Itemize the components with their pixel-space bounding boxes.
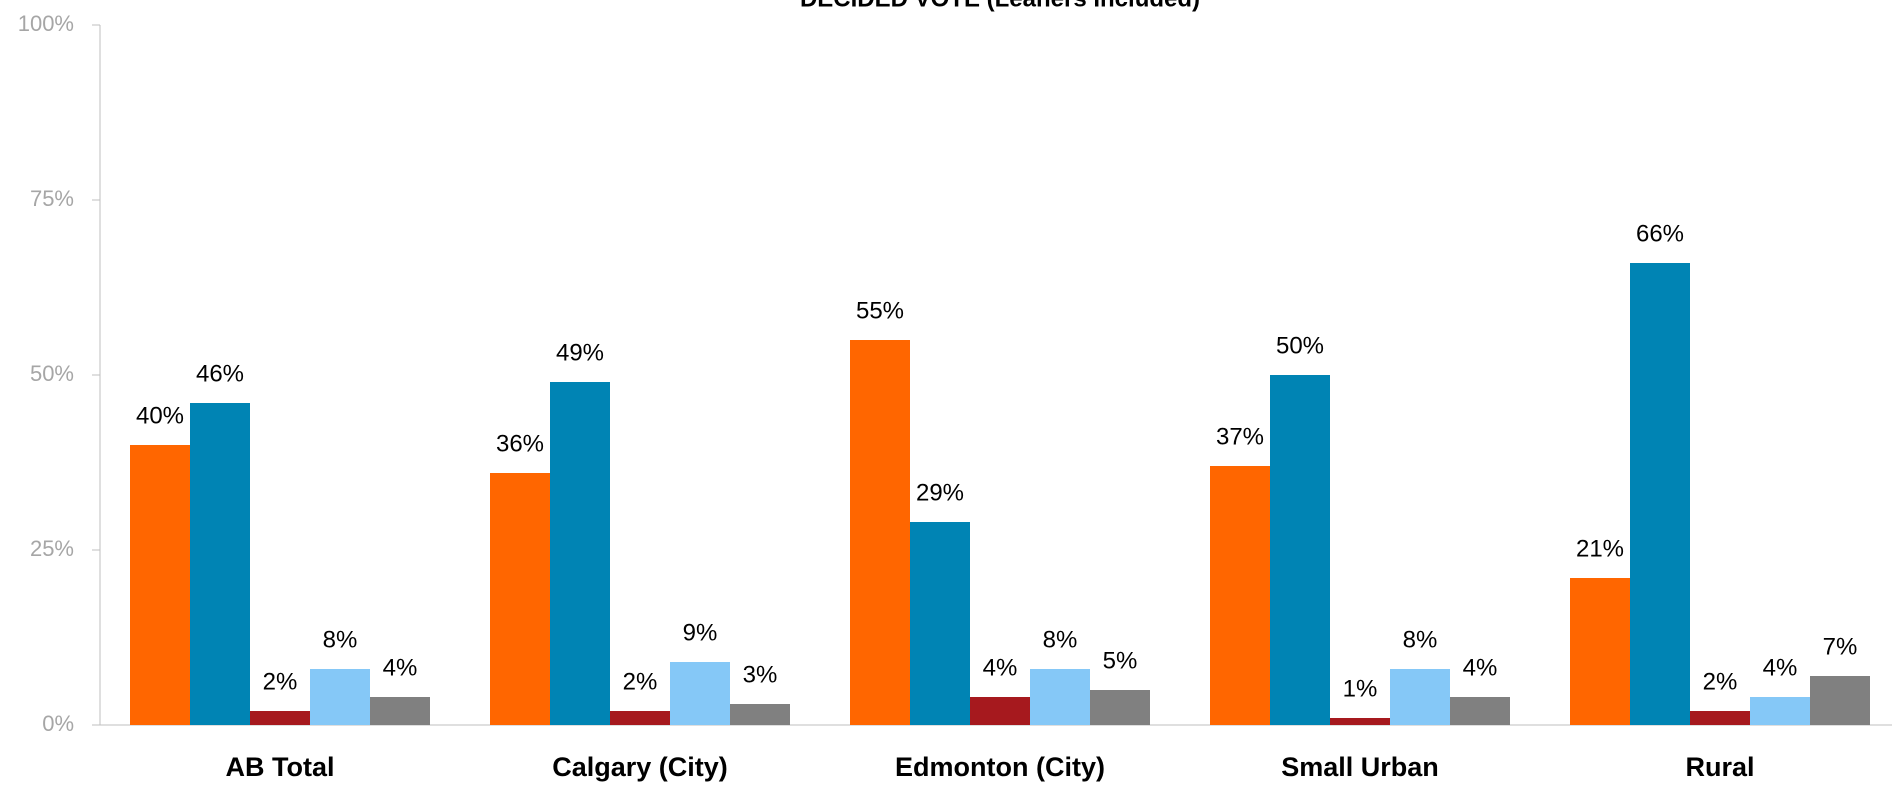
value-label: 49% xyxy=(556,339,604,366)
bar xyxy=(130,445,190,725)
y-tick-label: 0% xyxy=(42,711,74,736)
bar xyxy=(1030,669,1090,725)
chart-title: DECIDED VOTE (Leaners Included) xyxy=(800,0,1200,12)
bar xyxy=(1570,578,1630,725)
bar xyxy=(1270,375,1330,725)
value-label: 37% xyxy=(1216,423,1264,450)
value-label: 29% xyxy=(916,479,964,506)
value-label: 4% xyxy=(983,654,1018,681)
x-tick-label: Edmonton (City) xyxy=(895,752,1105,782)
value-label: 55% xyxy=(856,297,904,324)
value-label: 8% xyxy=(1043,626,1078,653)
bar xyxy=(910,522,970,725)
value-label: 8% xyxy=(1403,626,1438,653)
bar xyxy=(1390,669,1450,725)
bar xyxy=(490,473,550,725)
x-tick-label: Rural xyxy=(1685,752,1754,782)
y-tick-label: 100% xyxy=(18,11,74,36)
x-tick-label: Calgary (City) xyxy=(552,752,728,782)
bar xyxy=(1630,263,1690,725)
y-tick-label: 75% xyxy=(30,186,74,211)
value-label: 9% xyxy=(683,619,718,646)
bar xyxy=(1810,676,1870,725)
value-label: 50% xyxy=(1276,332,1324,359)
value-label: 3% xyxy=(743,661,778,688)
bar xyxy=(310,669,370,725)
bar xyxy=(610,711,670,725)
bar xyxy=(1090,690,1150,725)
bar xyxy=(1330,718,1390,725)
value-label: 2% xyxy=(623,668,658,695)
bar xyxy=(970,697,1030,725)
value-label: 8% xyxy=(323,626,358,653)
x-tick-label: AB Total xyxy=(226,752,335,782)
value-label: 1% xyxy=(1343,675,1378,702)
value-label: 4% xyxy=(1463,654,1498,681)
value-label: 7% xyxy=(1823,633,1858,660)
bar xyxy=(730,704,790,725)
bar xyxy=(370,697,430,725)
value-label: 46% xyxy=(196,360,244,387)
value-label: 2% xyxy=(263,668,298,695)
value-label: 2% xyxy=(1703,668,1738,695)
value-label: 5% xyxy=(1103,647,1138,674)
bar xyxy=(850,340,910,725)
y-tick-label: 50% xyxy=(30,361,74,386)
bar xyxy=(1750,697,1810,725)
bar xyxy=(670,662,730,725)
x-tick-label: Small Urban xyxy=(1281,752,1439,782)
bar xyxy=(550,382,610,725)
bar xyxy=(250,711,310,725)
value-label: 21% xyxy=(1576,535,1624,562)
bar xyxy=(1210,466,1270,725)
bar xyxy=(190,403,250,725)
bar xyxy=(1450,697,1510,725)
value-label: 4% xyxy=(1763,654,1798,681)
value-label: 66% xyxy=(1636,220,1684,247)
value-label: 40% xyxy=(136,402,184,429)
y-tick-label: 25% xyxy=(30,536,74,561)
value-label: 4% xyxy=(383,654,418,681)
bar xyxy=(1690,711,1750,725)
value-label: 36% xyxy=(496,430,544,457)
